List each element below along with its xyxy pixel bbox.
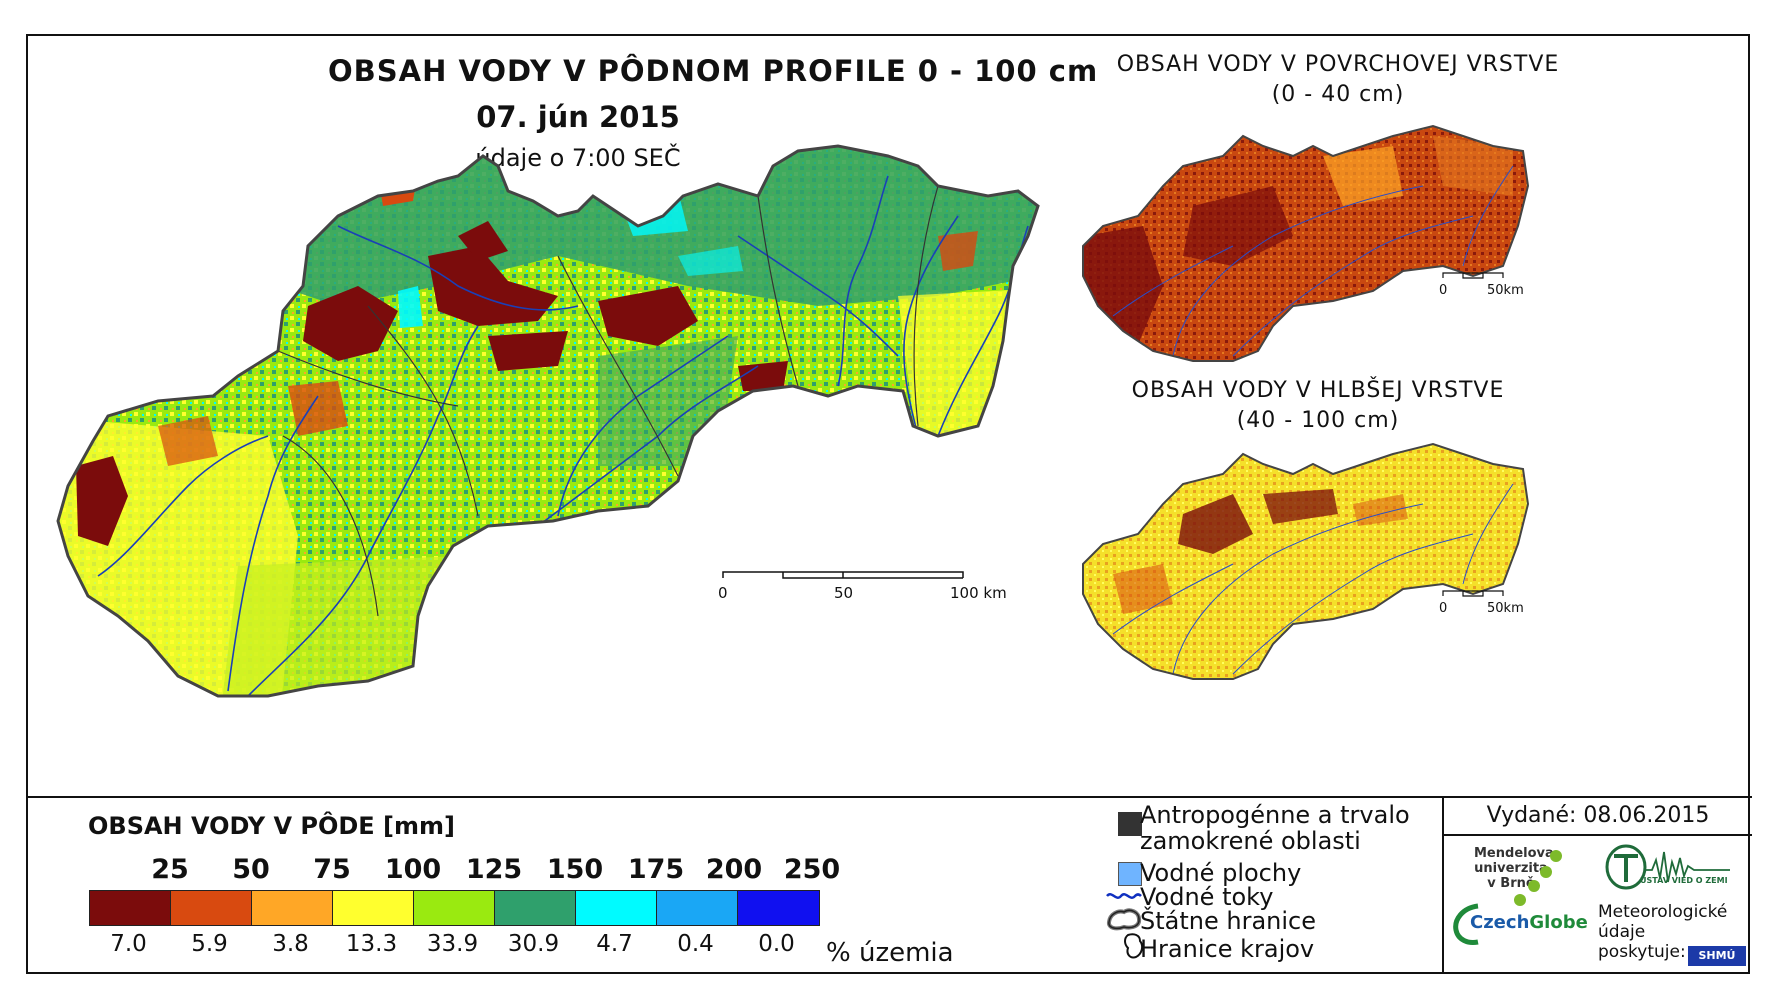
legend-state-border-label: Štátne hranice (1140, 907, 1316, 935)
ustav-logo-text: ÚSTAV VIED O ZEMI (1640, 876, 1728, 885)
mendel-dots-icon (1514, 850, 1562, 906)
bin-label: 25 (151, 854, 189, 885)
bin-label: 100 (384, 854, 442, 885)
time-note: údaje o 7:00 SEČ (475, 144, 681, 172)
anthropogenic-line2: zamokrené oblasti (1140, 827, 1361, 855)
legend-color-cell (495, 891, 576, 925)
percent-value: 0.0 (758, 931, 795, 957)
legend-anthropogenic-label: Antropogénne a trvalo zamokrené oblasti (1140, 802, 1410, 854)
anthropogenic-area-swatch (1118, 812, 1142, 836)
legend-water-bodies-label: Vodné plochy (1140, 859, 1302, 887)
percent-unit: % územia (826, 938, 954, 968)
meteo-provider-text: Meteorologické údaje poskytuje: (1598, 902, 1727, 962)
inset-bottom-map: 0 50km (1082, 443, 1529, 680)
legend-region-border-label: Hranice krajov (1140, 935, 1315, 963)
mendel-line2: univerzita (1474, 861, 1548, 876)
inset-bottom-title: OBSAH VODY V HLBŠEJ VRSTVE (40 - 100 cm) (1068, 376, 1568, 436)
shmu-logo: SHMÚ (1688, 946, 1746, 966)
inset-top-scale-50: 50km (1487, 283, 1524, 298)
legend-color-cell (414, 891, 495, 925)
percent-value: 30.9 (507, 931, 560, 957)
inset-top-map: 0 50km (1082, 125, 1529, 362)
legend-color-cell (657, 891, 738, 925)
czechglobe-arc-icon (1453, 903, 1479, 945)
percent-value: 4.7 (596, 931, 633, 957)
ustav-logo-icon (1605, 844, 1730, 890)
mendel-university-logo-text: Mendelova univerzita v Brně (1474, 846, 1554, 891)
legend-color-cell (576, 891, 657, 925)
bin-label: 125 (465, 854, 523, 885)
mendel-line1: Mendelova (1474, 846, 1554, 861)
inset-bottom-scale-0: 0 (1439, 601, 1447, 616)
meteo-line3: poskytuje: (1598, 942, 1686, 962)
anthropogenic-line1: Antropogénne a trvalo (1140, 801, 1410, 829)
water-bodies-swatch (1118, 862, 1142, 886)
info-panel: Vydané: 08.06.2015 Mendelova univerzita … (1442, 798, 1752, 974)
bin-label: 50 (232, 854, 270, 885)
legend-bin-labels: 25 50 75 100 125 150 175 200 250 (88, 854, 858, 888)
inset-top-title-line1: OBSAH VODY V POVRCHOVEJ VRSTVE (1116, 52, 1560, 77)
inset-bottom-title-line1: OBSAH VODY V HLBŠEJ VRSTVE (1131, 378, 1505, 403)
state-border-icon (1106, 908, 1142, 931)
percent-value: 3.8 (272, 931, 309, 957)
legend-color-cell (738, 891, 819, 925)
inset-top-scale-0: 0 (1439, 283, 1447, 298)
czechglobe-part2: Globe (1529, 912, 1588, 933)
scale-label-0: 0 (718, 584, 728, 602)
region-border-icon (1124, 933, 1144, 959)
czechglobe-logo-text: CzechGlobe (1470, 912, 1588, 933)
percent-value: 13.3 (345, 931, 398, 957)
czechglobe-part1: Czech (1470, 912, 1530, 933)
percent-value: 0.4 (677, 931, 714, 957)
legend-title: OBSAH VODY V PÔDE [mm] (88, 812, 456, 840)
percent-value: 7.0 (110, 931, 147, 957)
meteo-line1: Meteorologické (1598, 902, 1728, 922)
bin-label: 175 (627, 854, 685, 885)
scale-label-100: 100 km (950, 584, 1007, 602)
main-title: OBSAH VODY V PÔDNOM PROFILE 0 - 100 cm (328, 54, 1099, 88)
legend-color-cell (333, 891, 414, 925)
bin-label: 150 (546, 854, 604, 885)
inset-bottom-scale-50: 50km (1487, 601, 1524, 616)
color-legend: OBSAH VODY V PÔDE [mm] 25 50 75 100 125 … (28, 798, 1106, 974)
legend-rivers-label: Vodné toky (1140, 883, 1274, 911)
inset-bottom-title-line2: (40 - 100 cm) (1236, 408, 1400, 433)
legend-color-bar (89, 890, 820, 926)
inset-top-title: OBSAH VODY V POVRCHOVEJ VRSTVE (0 - 40 c… (1088, 50, 1588, 110)
inset-top-scale-bar: 0 50km (1439, 272, 1524, 298)
bin-label: 250 (783, 854, 841, 885)
main-scale-bar: 0 50 100 km (718, 571, 1007, 602)
scale-label-50: 50 (834, 584, 853, 602)
bin-label: 200 (705, 854, 763, 885)
mendel-line3: v Brně (1487, 876, 1535, 891)
bin-label: 75 (313, 854, 351, 885)
percent-value: 5.9 (191, 931, 228, 957)
meteo-line2: údaje (1598, 922, 1646, 942)
legend-color-cell (90, 891, 171, 925)
legend-color-cell (171, 891, 252, 925)
inset-bottom-scale-bar: 0 50km (1439, 590, 1524, 616)
issued-date: Vydané: 08.06.2015 (1444, 798, 1752, 836)
symbol-legend: Antropogénne a trvalo zamokrené oblasti … (1106, 798, 1442, 974)
rivers-line-icon (1106, 893, 1142, 899)
percent-value: 33.9 (426, 931, 479, 957)
legend-color-cell (252, 891, 333, 925)
map-frame: OBSAH VODY V PÔDNOM PROFILE 0 - 100 cm 0… (26, 34, 1752, 974)
main-map: 0 50 100 km (56, 144, 1040, 698)
inset-top-title-line2: (0 - 40 cm) (1271, 82, 1405, 107)
map-area: OBSAH VODY V PÔDNOM PROFILE 0 - 100 cm 0… (28, 36, 1752, 798)
map-date: 07. jún 2015 (476, 100, 680, 134)
